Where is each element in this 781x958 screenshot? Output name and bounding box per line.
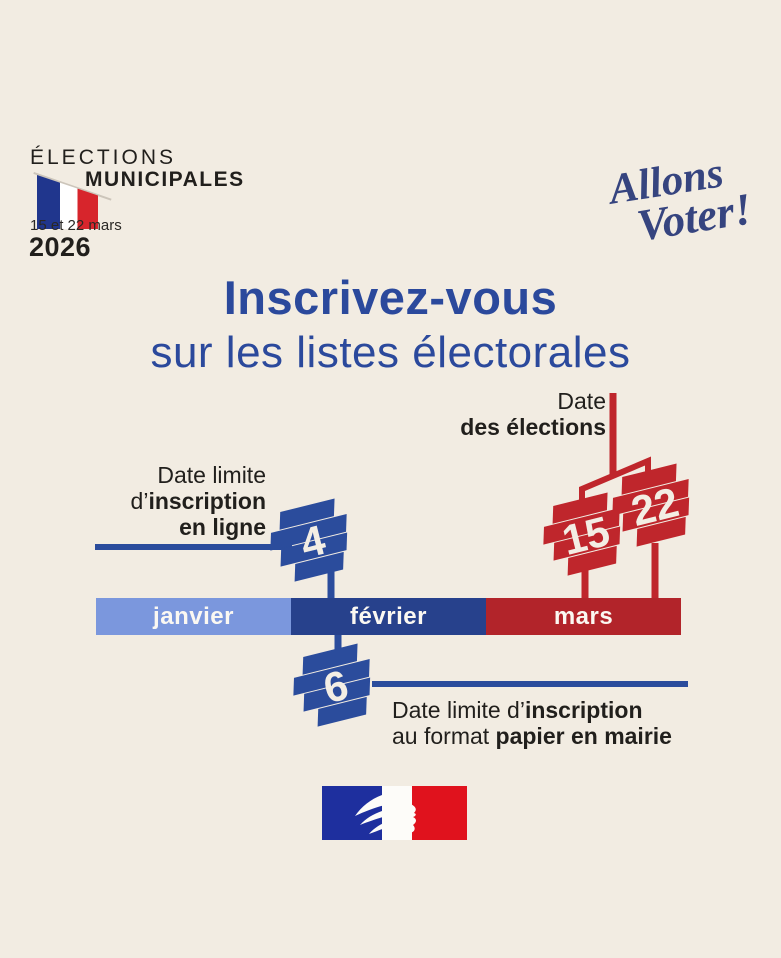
marianne-logo — [322, 786, 467, 840]
title-line-2: sur les listes électorales — [150, 328, 631, 377]
annotation-election-dates: Date des élections — [460, 388, 606, 440]
timeline-month-mars: mars — [486, 598, 681, 635]
month-label: janvier — [153, 602, 234, 630]
annotation-line: en ligne — [179, 514, 266, 540]
page-title: Inscrivez-vous sur les listes électorale… — [0, 270, 781, 378]
timeline-month-janvier: janvier — [96, 598, 291, 635]
annotation-line: Date limite — [157, 462, 266, 488]
marianne-hair-stroke — [360, 810, 386, 825]
elections-municipales-logo: ÉLECTIONS MUNICIPALES 15 et 22 mars 2026 — [29, 146, 260, 266]
marianne-blue-band — [322, 786, 384, 840]
marker-day: 22 — [626, 478, 684, 535]
logo-line-municipales: MUNICIPALES — [85, 168, 245, 191]
marianne-hair-stroke — [355, 794, 385, 816]
allons-voter-logo: Allons Voter! — [606, 148, 755, 252]
marianne-face-profile — [384, 786, 416, 840]
timeline-month-fevrier: février — [291, 598, 486, 635]
month-label: février — [350, 602, 427, 630]
marker-paper-deadline: 6 — [293, 643, 377, 727]
logo-line-elections: ÉLECTIONS — [30, 146, 177, 169]
annotation-line: au format papier en mairie — [392, 723, 672, 749]
logo-election-year: 2026 — [29, 232, 92, 262]
month-label: mars — [553, 602, 614, 630]
marker-day: 4 — [295, 515, 330, 568]
annotation-paper-deadline: Date limite d’inscription au format papi… — [392, 697, 672, 749]
marianne-red-band — [410, 786, 467, 840]
marker-day: 6 — [318, 660, 353, 713]
title-line-1: Inscrivez-vous — [223, 271, 558, 324]
marker-election-round2: 22 — [612, 463, 696, 547]
annotation-line: des élections — [460, 414, 606, 440]
annotation-line: Date limite d’inscription — [392, 697, 643, 723]
marianne-hair-stroke — [369, 822, 387, 834]
logo-election-dates: 15 et 22 mars — [30, 217, 122, 234]
timeline-bar: janvier février mars — [96, 598, 681, 635]
annotation-line: Date — [557, 388, 606, 414]
marker-online-deadline: 4 — [270, 498, 354, 582]
annotation-online-deadline: Date limite d’inscription en ligne — [131, 462, 266, 540]
annotation-line: d’inscription — [130, 488, 266, 514]
